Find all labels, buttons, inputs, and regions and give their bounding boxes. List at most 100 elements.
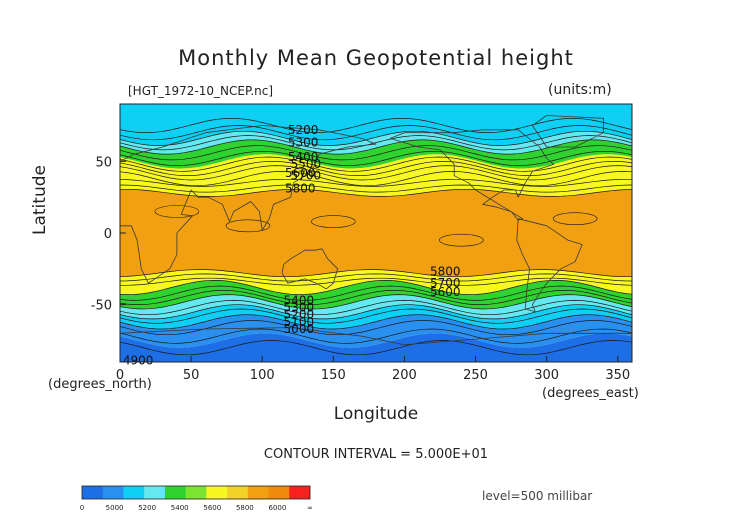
colorbar-swatch bbox=[82, 486, 104, 499]
contour-band bbox=[120, 168, 632, 197]
x-tick-label: 150 bbox=[321, 368, 346, 383]
x-axis-label: Longitude bbox=[333, 404, 419, 424]
colorbar-swatch bbox=[206, 486, 228, 499]
x-tick-label: 350 bbox=[605, 368, 630, 383]
colorbar: 0 5000 5200 5400 5600 5800 6000 ∞ bbox=[80, 485, 313, 512]
contour-line bbox=[439, 233, 484, 247]
contour-line bbox=[120, 320, 632, 336]
x-axis-ticks: 0 50 100 150 200 250 300 350 bbox=[116, 356, 630, 383]
y-axis-unit: (degrees_north) bbox=[48, 377, 152, 392]
contour-band bbox=[120, 189, 632, 277]
contour-line bbox=[120, 171, 632, 187]
contour-label: 5300 bbox=[288, 136, 319, 150]
contour-band bbox=[120, 118, 632, 146]
colorbar-label: 5400 bbox=[171, 504, 189, 512]
contour-label: 5600 bbox=[430, 285, 461, 299]
contour-label: 4900 bbox=[123, 354, 154, 368]
y-axis-ticks: 50 0 -50 bbox=[91, 155, 126, 314]
contour-line bbox=[120, 165, 632, 181]
contour-line bbox=[225, 219, 271, 233]
contour-line bbox=[120, 304, 632, 320]
units-label: (units:m) bbox=[548, 82, 612, 98]
colorbar-label: 0 bbox=[80, 504, 84, 512]
contour-interval: CONTOUR INTERVAL = 5.000E+01 bbox=[263, 447, 489, 462]
contour-label: 5500 bbox=[291, 157, 322, 171]
contour-lines bbox=[120, 118, 632, 356]
contour-line bbox=[120, 150, 632, 166]
contour-line bbox=[120, 188, 632, 197]
contour-line bbox=[120, 294, 632, 310]
coastline bbox=[532, 115, 604, 148]
coastline bbox=[120, 327, 632, 346]
contour-line bbox=[154, 205, 200, 218]
contour-label: 5800 bbox=[285, 182, 316, 196]
contour-label: 5200 bbox=[288, 123, 319, 137]
contour-line bbox=[120, 300, 632, 316]
colorbar-swatch bbox=[144, 486, 166, 499]
contour-band bbox=[120, 314, 632, 348]
contour-line bbox=[120, 340, 632, 356]
contour-line bbox=[120, 130, 632, 146]
contour-band bbox=[120, 139, 632, 169]
coastline bbox=[390, 129, 555, 221]
continent-outlines bbox=[120, 115, 632, 346]
contour-line bbox=[120, 161, 632, 176]
coastline bbox=[516, 218, 583, 313]
contour-band bbox=[120, 333, 632, 362]
colorbar-label: 5800 bbox=[236, 504, 254, 512]
colorbar-label: 6000 bbox=[269, 504, 287, 512]
contour-label: 5800 bbox=[430, 265, 461, 279]
y-tick-label: -50 bbox=[91, 299, 112, 314]
x-tick-label: 100 bbox=[250, 368, 275, 383]
contour-line bbox=[120, 135, 632, 151]
contour-line bbox=[311, 215, 356, 228]
x-tick-label: 200 bbox=[392, 368, 417, 383]
colorbar-swatch bbox=[289, 486, 311, 499]
contour-band bbox=[120, 104, 632, 133]
chart-title: Monthly Mean Geopotential height bbox=[178, 46, 574, 70]
contour-band bbox=[120, 154, 632, 183]
colorbar-label: 5600 bbox=[203, 504, 221, 512]
x-tick-label: 0 bbox=[116, 368, 124, 383]
x-axis-unit: (degrees_east) bbox=[542, 386, 639, 401]
contour-line bbox=[120, 145, 632, 161]
contour-label: 5100 bbox=[284, 315, 315, 329]
contour-label: 5600 bbox=[285, 166, 316, 180]
colorbar-frame bbox=[81, 485, 311, 500]
colorbar-swatch bbox=[247, 486, 269, 499]
y-tick-label: 50 bbox=[95, 155, 112, 170]
contour-line bbox=[120, 308, 632, 324]
contour-line bbox=[120, 285, 632, 301]
contour-line bbox=[120, 314, 632, 330]
contour-line bbox=[552, 212, 598, 225]
colorbar-swatch bbox=[227, 486, 249, 499]
contour-label: 5700 bbox=[430, 276, 461, 290]
contour-label: 5700 bbox=[291, 169, 322, 183]
contour-line bbox=[120, 178, 632, 187]
contour-band bbox=[120, 269, 632, 295]
contour-line bbox=[120, 125, 632, 141]
contour-label: 5400 bbox=[288, 150, 319, 164]
contour-label: 5000 bbox=[284, 322, 315, 336]
colorbar-label: 5000 bbox=[106, 504, 124, 512]
contour-line bbox=[120, 184, 632, 193]
x-tick-label: 50 bbox=[183, 368, 200, 383]
colorbar-swatch bbox=[123, 486, 145, 499]
contour-line bbox=[120, 269, 632, 278]
contour-line bbox=[120, 156, 632, 172]
contour-label: 5300 bbox=[284, 301, 315, 315]
contour-label: 5200 bbox=[284, 308, 315, 322]
file-name: [HGT_1972-10_NCEP.nc] bbox=[128, 84, 274, 98]
colorbar-label: 5200 bbox=[138, 504, 156, 512]
colorbar-swatch bbox=[268, 486, 290, 499]
contour-line bbox=[120, 273, 632, 282]
colorbar-swatch bbox=[102, 486, 124, 499]
colorbar-swatch bbox=[164, 486, 186, 499]
contour-line bbox=[120, 279, 632, 295]
x-tick-label: 300 bbox=[534, 368, 559, 383]
contour-label: 5400 bbox=[284, 293, 315, 307]
colorbar-swatch bbox=[185, 486, 207, 499]
coastline bbox=[281, 248, 338, 290]
contour-labels: 5200530054005500560057005800580057005600… bbox=[123, 123, 461, 368]
